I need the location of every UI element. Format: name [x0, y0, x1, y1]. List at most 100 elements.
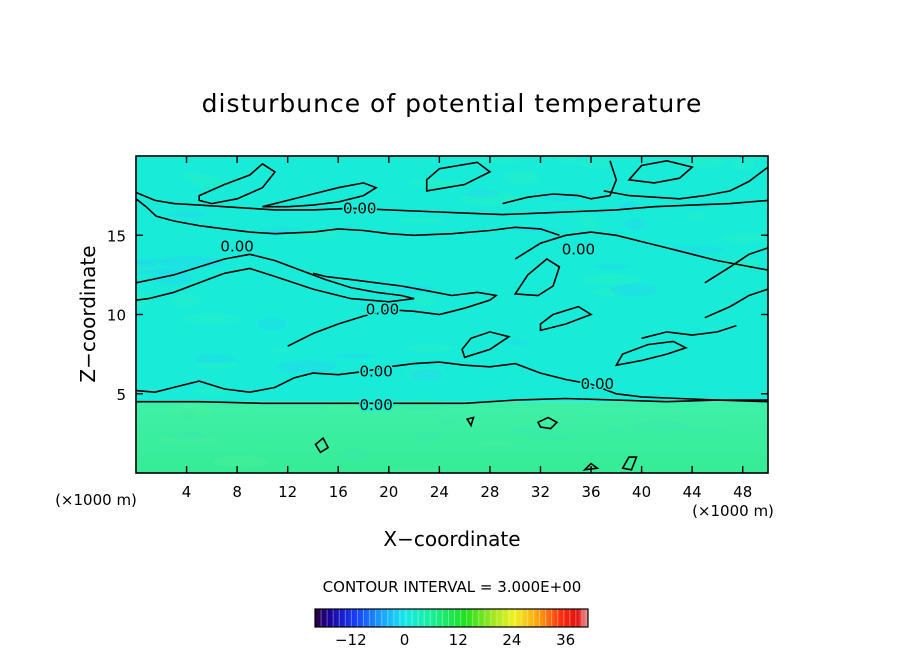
field-patch [729, 159, 755, 170]
contour-label: 0.00 [359, 363, 392, 381]
field-patch [624, 218, 647, 230]
contour-loop [461, 331, 511, 359]
field-patch [473, 158, 520, 164]
colorbar-tick-label: 12 [449, 631, 468, 649]
colorbar-ticks: −12 0 12 24 36 [335, 631, 575, 649]
field-patch [465, 189, 499, 198]
contour-layer [136, 159, 768, 471]
contour-loop [425, 161, 492, 192]
field-patch [575, 158, 613, 168]
x-tick-label: 4 [182, 483, 192, 501]
field-patch [688, 213, 707, 221]
field-patch [407, 343, 453, 353]
field-patch [136, 266, 159, 272]
field-patch [395, 218, 447, 224]
field-patch [541, 194, 580, 202]
y-axis-ticks: 5 10 15 [107, 227, 768, 404]
field-patch [579, 215, 599, 229]
x-tick-label: 36 [581, 483, 600, 501]
contour-label: 0.00 [343, 199, 376, 217]
field-patch [413, 294, 436, 307]
contour-line [136, 191, 768, 216]
chart-title: disturbunce of potential temperature [202, 89, 703, 118]
field-patch [510, 426, 550, 435]
field-patch [476, 441, 516, 446]
contour-line [136, 253, 415, 303]
x-axis-ticks: 4 8 12 16 20 24 28 32 36 40 44 48 [182, 156, 752, 501]
field-patch [136, 260, 158, 274]
x-tick-label: 28 [480, 483, 499, 501]
contour-label-layer: 0.00 0.00 0.00 0.00 0.00 0.00 0.00 [219, 198, 616, 416]
contour-label: 0.00 [359, 396, 392, 414]
contour-line [704, 288, 768, 319]
field-patch [593, 264, 632, 269]
field-patch [160, 255, 223, 269]
colorbar-frame [314, 608, 589, 628]
y-axis-label: Z−coordinate [76, 245, 100, 382]
field-patch [527, 434, 576, 441]
contour-loop [513, 258, 561, 297]
contour-loop [465, 416, 475, 428]
field-patch [136, 258, 173, 264]
field-patch [505, 339, 529, 346]
field-patch [168, 404, 213, 419]
field-patch [396, 399, 445, 411]
colorbar-swatch-lines [320, 609, 583, 627]
field-patch [581, 273, 640, 285]
contour-line [502, 160, 618, 205]
field-patch [193, 354, 235, 364]
contour-label: 0.00 [581, 375, 614, 393]
y-tick-label: 15 [107, 227, 126, 245]
field-patch [340, 448, 368, 460]
field-patch [687, 428, 723, 433]
field-patch [172, 431, 208, 441]
x-tick-label: 8 [232, 483, 242, 501]
field-patch [213, 455, 271, 468]
field-patch [180, 172, 205, 180]
contour-interval-label: CONTOUR INTERVAL = 3.000E+00 [323, 578, 582, 596]
field-patch [194, 386, 231, 396]
field-patch [504, 170, 539, 185]
field-patch [438, 417, 458, 426]
contour-loop [536, 416, 559, 430]
contour-loop [539, 305, 593, 332]
field-patch [269, 348, 294, 353]
field-patch [257, 317, 287, 332]
field-patch [334, 353, 377, 359]
field-patch [195, 361, 238, 369]
field-patch [179, 409, 198, 420]
contour-line [136, 198, 560, 237]
x-tick-label: 20 [379, 483, 398, 501]
contour-label: 0.00 [366, 301, 399, 319]
contour-line [136, 361, 768, 403]
field-patch [677, 156, 728, 168]
colorbar: −12 0 12 24 36 [314, 608, 589, 649]
contour-loop [314, 436, 330, 454]
plot-area [136, 156, 768, 473]
contour-label: 0.00 [562, 241, 595, 259]
field-patch [722, 233, 766, 243]
contour-loop [627, 159, 694, 184]
colorbar-gradient [315, 609, 588, 627]
field-patch [606, 425, 623, 435]
x-tick-label: 44 [683, 483, 702, 501]
field-patch [280, 229, 341, 240]
contour-line [641, 324, 737, 340]
field-patch [592, 288, 625, 297]
x-tick-label: 48 [733, 483, 752, 501]
colorbar-tick-label: 24 [502, 631, 521, 649]
field-patch [410, 369, 444, 381]
x-unit-left: (×1000 m) [55, 491, 137, 509]
contour-loop [621, 456, 638, 471]
contour-label: 0.00 [220, 237, 253, 255]
contour-line [603, 166, 768, 200]
colorbar-tick-label: 0 [400, 631, 410, 649]
field-patch [167, 211, 206, 218]
field-patch [276, 360, 338, 374]
contour-line [514, 231, 768, 271]
x-tick-label: 16 [329, 483, 348, 501]
x-axis-label: X−coordinate [383, 527, 520, 551]
contour-line [704, 247, 768, 284]
field-patch [390, 467, 438, 473]
